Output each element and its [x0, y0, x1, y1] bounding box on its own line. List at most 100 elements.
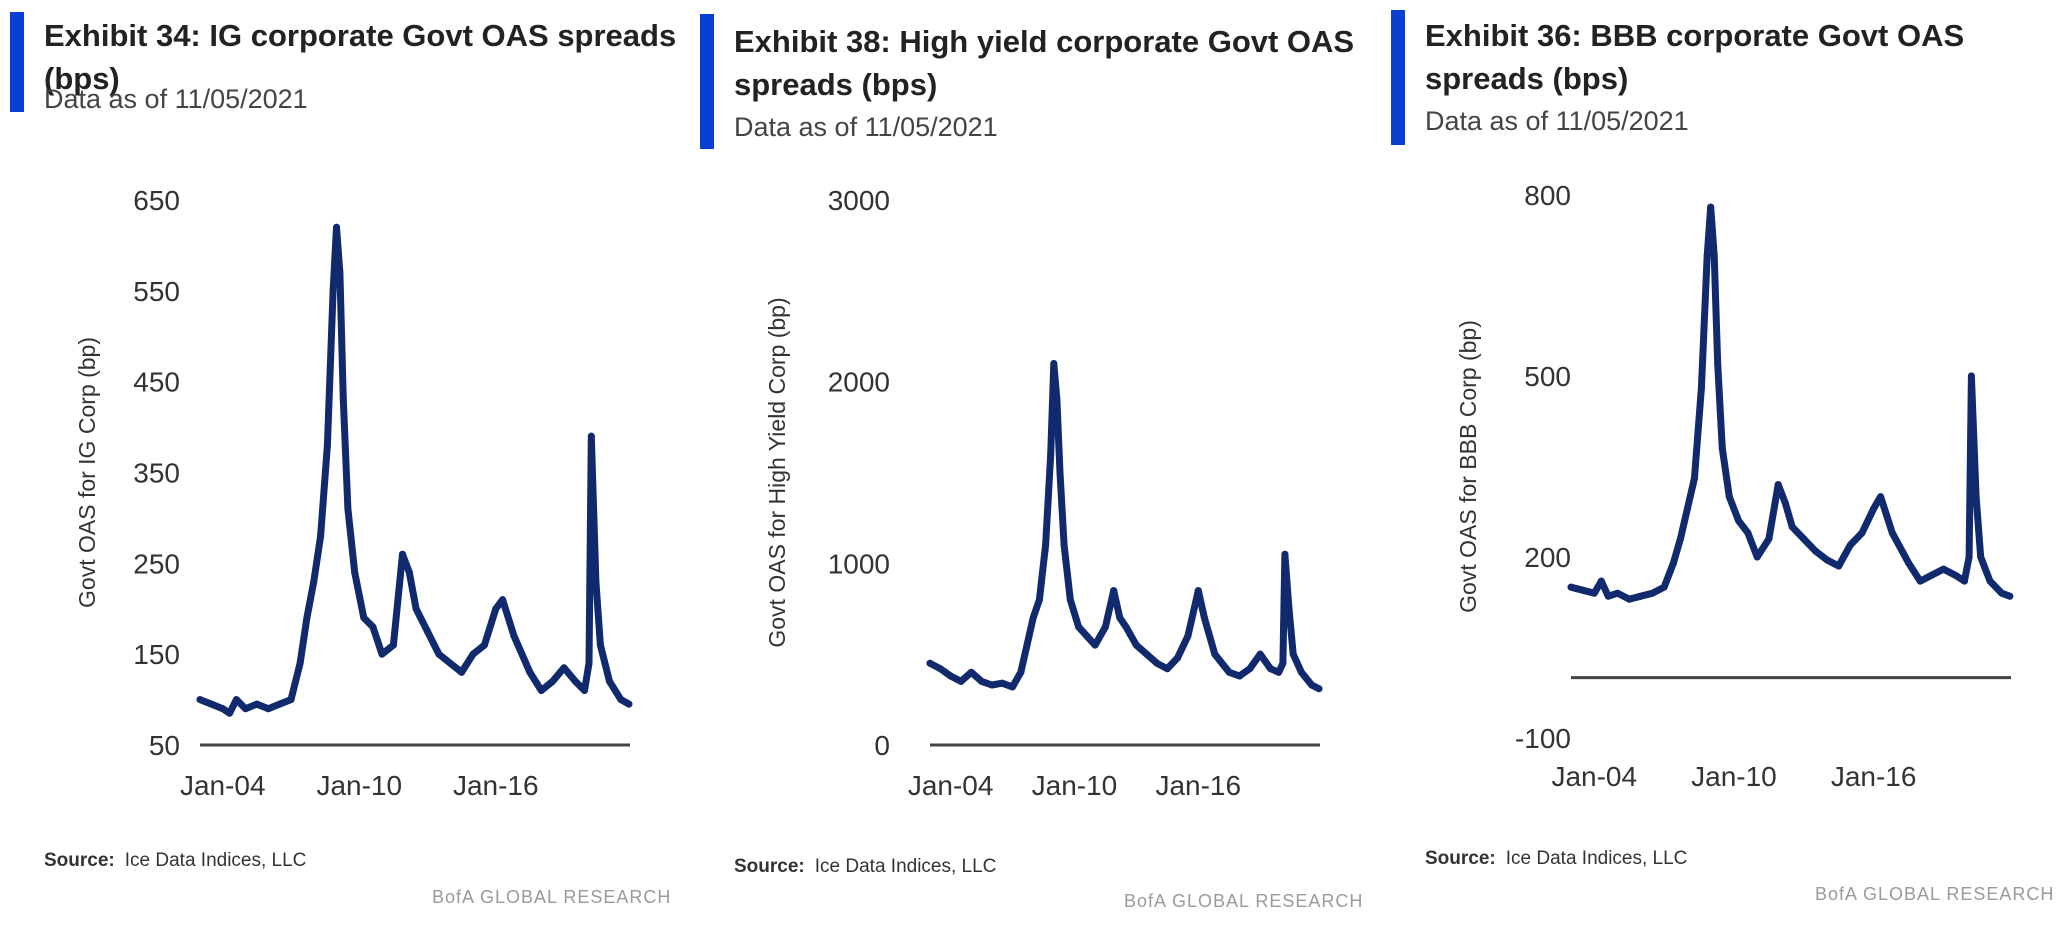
data-point: [1236, 672, 1244, 680]
y-tick-label: 2000: [828, 367, 890, 398]
data-point: [1579, 586, 1587, 594]
data-point: [351, 568, 359, 576]
data-point: [1153, 659, 1161, 667]
data-point: [1289, 650, 1297, 658]
data-point: [329, 287, 337, 295]
data-point: [1753, 553, 1761, 561]
y-tick-label: 450: [133, 367, 180, 398]
exhibit-title: Exhibit 34: IG corporate Govt OAS spread…: [44, 18, 677, 96]
brand-label: BofA GLOBAL RESEARCH: [1124, 891, 1364, 911]
data-point: [369, 623, 377, 631]
data-point: [1846, 541, 1854, 549]
source-label: Source:: [734, 856, 805, 877]
data-point: [1308, 681, 1316, 689]
data-point: [1597, 577, 1605, 585]
data-point: [1710, 251, 1718, 259]
source-note: Source: Ice Data Indices, LLC: [1425, 848, 1687, 870]
source-note: Source: Ice Data Indices, LLC: [44, 850, 306, 872]
data-point: [446, 659, 454, 667]
data-point: [549, 677, 557, 685]
data-point: [978, 677, 986, 685]
data-point: [1075, 623, 1083, 631]
data-point: [1184, 632, 1192, 640]
data-point: [1132, 641, 1140, 649]
data-point: [1676, 535, 1684, 543]
data-point: [253, 700, 261, 708]
data-point: [592, 578, 600, 585]
data-point: [1256, 650, 1264, 658]
data-point: [1939, 565, 1947, 573]
data-point: [967, 668, 975, 676]
data-point: [492, 605, 500, 613]
data-point: [333, 223, 341, 231]
data-point: [1800, 535, 1808, 543]
data-point: [480, 641, 488, 649]
data-point: [226, 709, 234, 717]
data-point: [435, 650, 443, 658]
data-point: [1625, 595, 1633, 603]
data-point: [1266, 665, 1274, 673]
data-point: [2006, 592, 2014, 600]
data-point: [1246, 665, 1254, 673]
data-point: [560, 664, 568, 672]
data-point: [310, 578, 318, 585]
data-point: [424, 627, 432, 635]
data-point: [1285, 605, 1293, 613]
data-point: [1707, 203, 1715, 211]
data-point: [1604, 592, 1612, 600]
source-label: Source:: [1425, 848, 1496, 869]
x-tick-label: Jan-16: [1831, 761, 1917, 792]
data-point: [264, 705, 272, 713]
y-tick-label: 650: [133, 185, 180, 216]
source-text: Ice Data Indices, LLC: [1505, 848, 1688, 869]
exhibit-subtitle: Data as of 11/05/2021: [44, 84, 308, 114]
data-point: [1029, 614, 1037, 622]
data-point: [196, 696, 204, 704]
data-point: [1735, 517, 1743, 525]
data-point: [336, 269, 344, 277]
data-point: [1877, 493, 1885, 501]
data-point: [1765, 535, 1773, 543]
data-point: [1905, 559, 1913, 567]
data-point: [303, 614, 311, 622]
data-point: [1163, 665, 1171, 673]
data-point: [957, 677, 965, 685]
data-point: [1614, 589, 1622, 597]
data-point: [1977, 553, 1985, 561]
x-tick-label: Jan-16: [453, 770, 539, 801]
exhibit-36-panel: Exhibit 36: BBB corporate Govt OAS sprea…: [1381, 0, 2071, 925]
data-point: [1116, 614, 1124, 622]
data-point: [1143, 650, 1151, 658]
y-tick-label: 350: [133, 458, 180, 489]
data-point: [1718, 444, 1726, 452]
data-point: [1986, 577, 1994, 585]
exhibit-title: Exhibit 38: High yield corporate Govt OA…: [734, 24, 1355, 102]
data-point: [405, 568, 413, 576]
y-tick-label: 150: [133, 639, 180, 670]
data-point: [1225, 668, 1233, 676]
data-point: [1017, 668, 1025, 676]
x-tick-label: Jan-16: [1155, 770, 1241, 801]
data-point: [526, 668, 534, 676]
title-accent-bar: [10, 12, 24, 112]
data-point: [580, 687, 588, 694]
data-point: [1047, 450, 1055, 458]
data-point: [1669, 559, 1677, 567]
data-point: [1174, 654, 1182, 662]
data-point: [344, 505, 352, 513]
data-point: [936, 665, 944, 673]
data-point: [1083, 632, 1091, 640]
data-point: [1725, 493, 1733, 501]
y-tick-label: 250: [133, 548, 180, 579]
data-point: [378, 650, 386, 658]
ig-spread-chart: 50 150 250 350 450 550 650 Jan-04 Jan-10 Jan-16 Go…: [74, 185, 633, 801]
data-point: [1060, 541, 1068, 549]
y-axis-label: Govt OAS for High Yield Corp (bp): [764, 297, 790, 647]
y-tick-label: 800: [1524, 180, 1571, 211]
data-point: [287, 696, 295, 704]
data-point: [458, 668, 466, 676]
data-point: [571, 677, 579, 685]
data-point: [1972, 493, 1980, 501]
data-point: [1998, 589, 2006, 597]
title-accent-bar: [1391, 10, 1405, 145]
